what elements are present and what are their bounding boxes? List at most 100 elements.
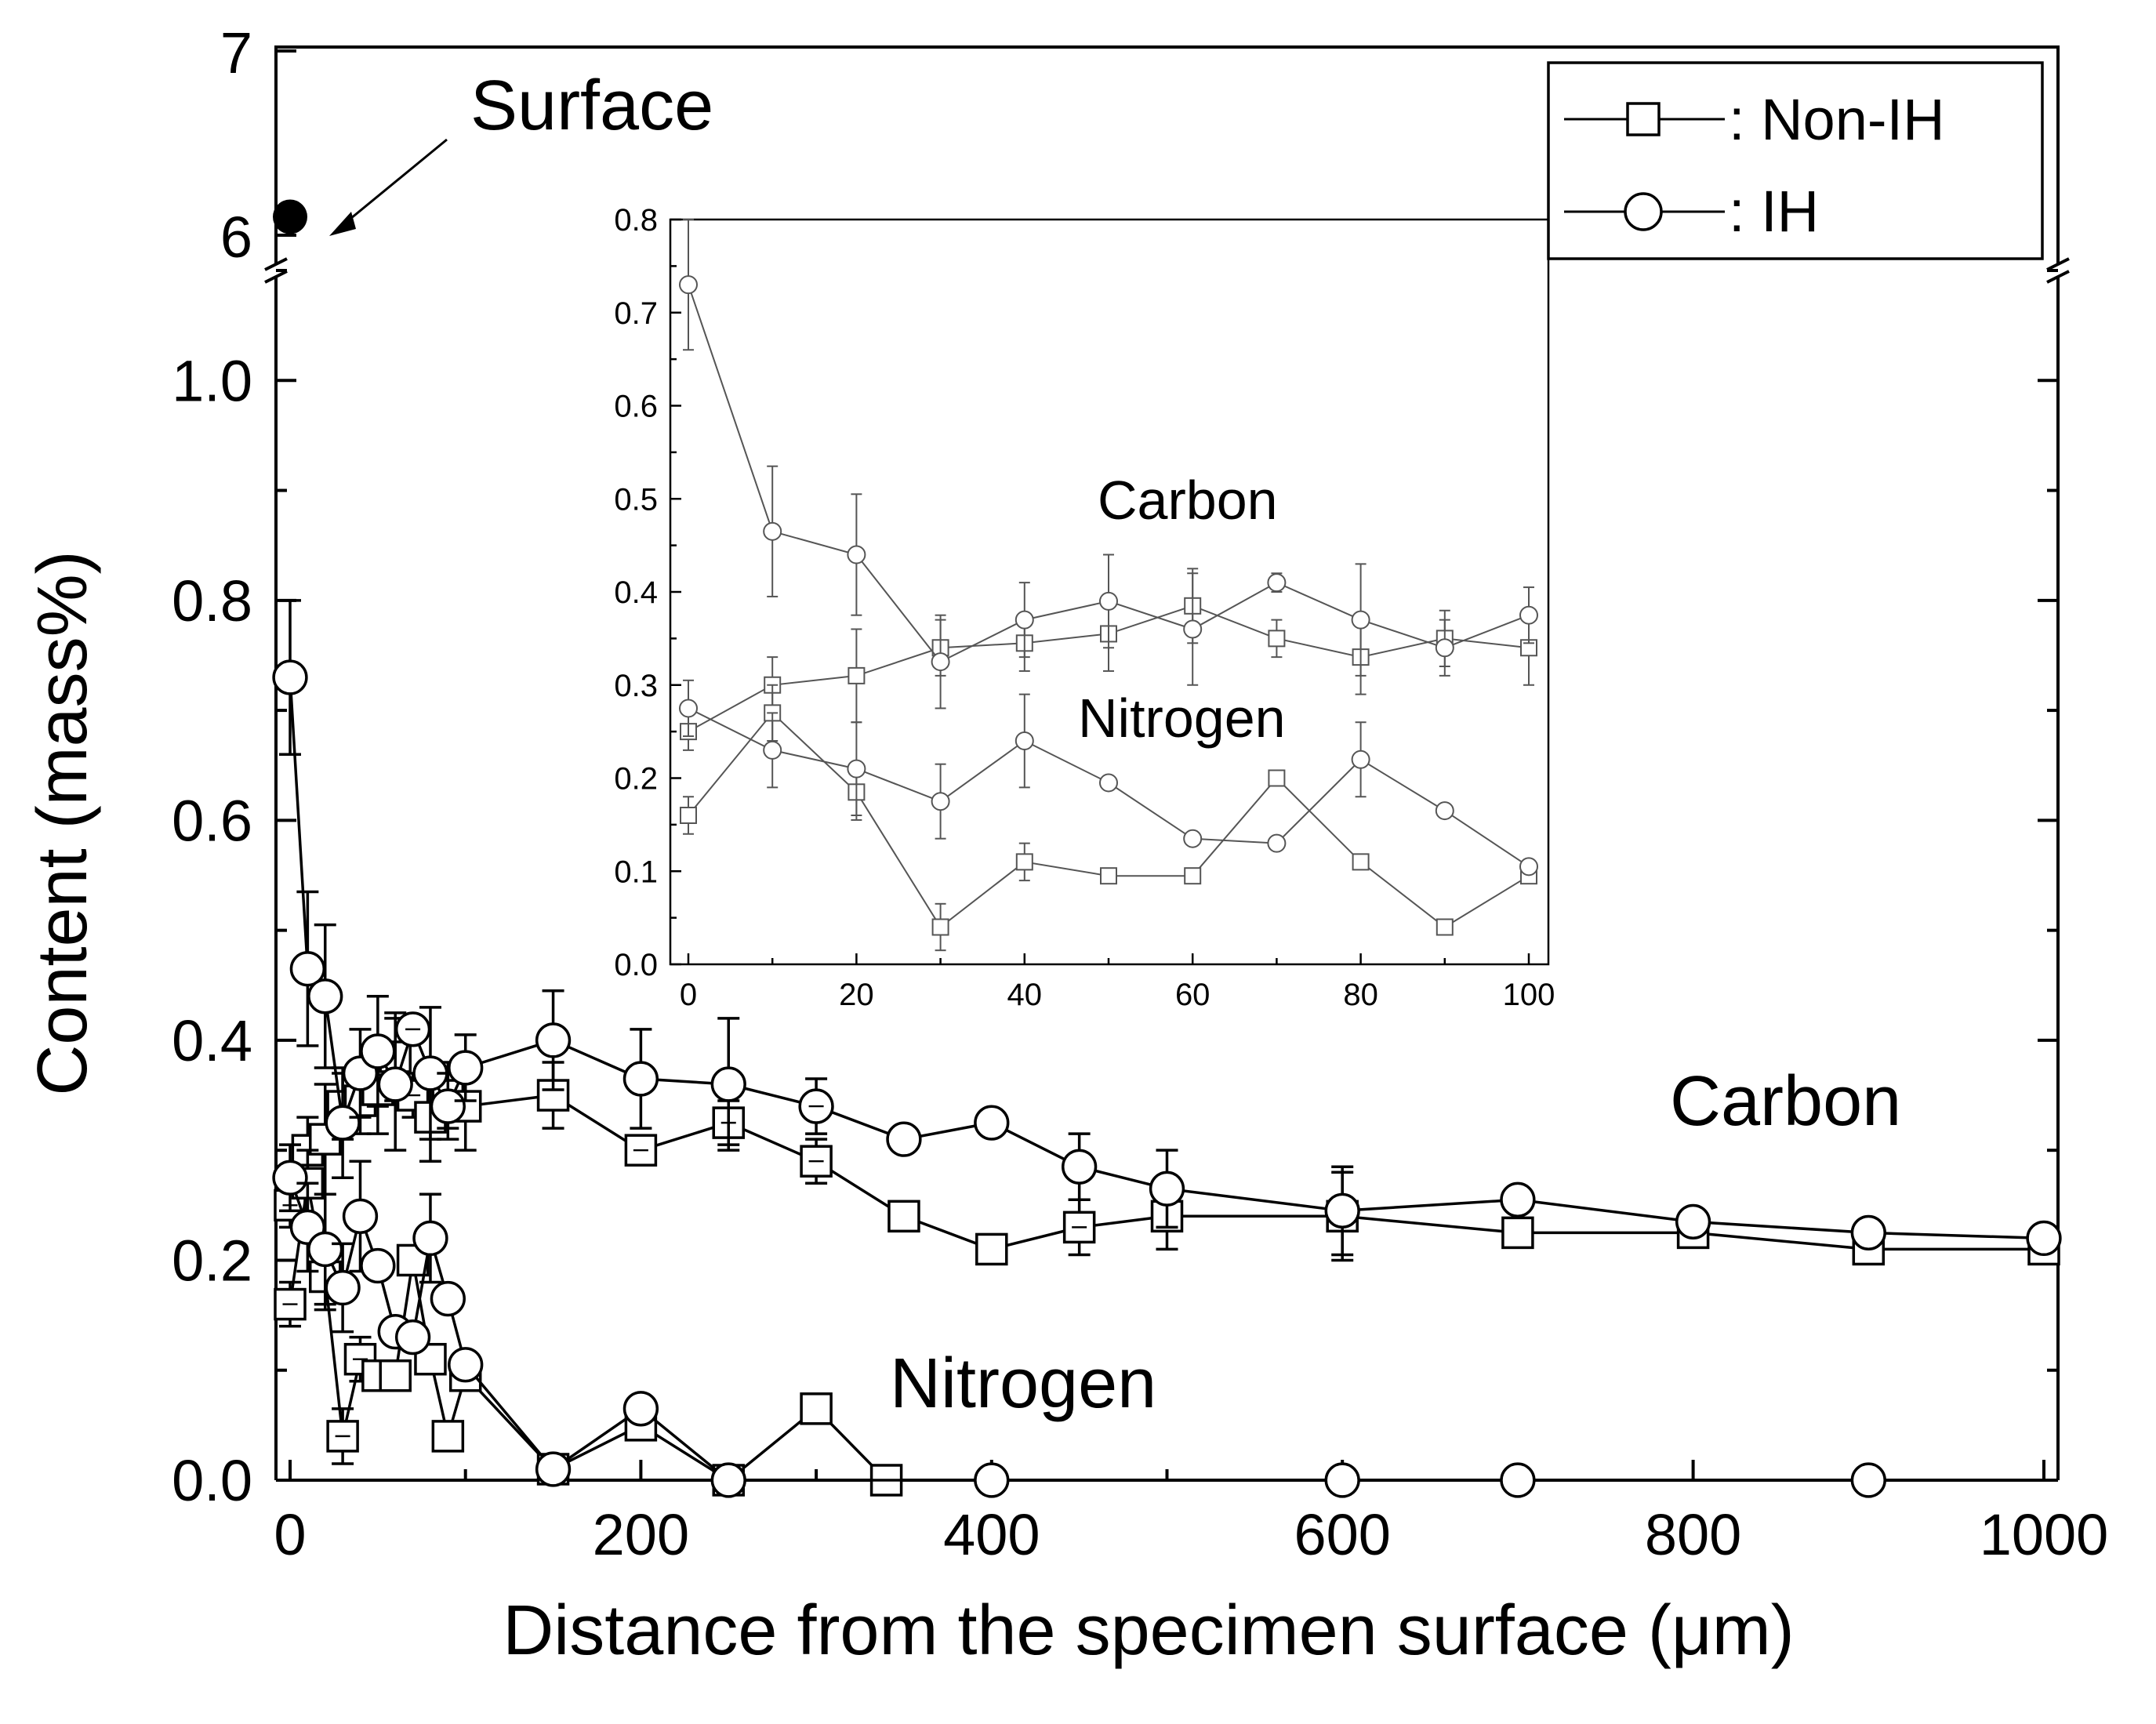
ih-carbon-marker-circle	[886, 1121, 922, 1157]
chart-marks: 0 200 400 600 800 1000 0.0 0.2 0.4 0.6 0.8 1.0 6 7 0 20…	[172, 20, 2108, 1567]
inset-marker-square	[1352, 853, 1370, 871]
ih-nitrogen-marker-circle	[535, 1451, 572, 1487]
x-tick-label: 0	[274, 1502, 306, 1567]
y-axis-label: Content (mass%)	[24, 550, 102, 1095]
y-tick-upper-label: 7	[220, 20, 252, 85]
inset-marker-square	[1268, 769, 1286, 787]
ih-carbon-marker-circle	[325, 1105, 361, 1141]
surface-point	[273, 199, 307, 234]
inset-y-tick-label: 0.8	[614, 203, 658, 238]
y-tick-label: 0.6	[172, 788, 252, 853]
plot-frame	[274, 45, 2060, 1480]
inset-y-tick-label: 0.4	[614, 575, 658, 610]
ih-nitrogen-marker-circle	[1500, 1462, 1536, 1498]
y-tick-label: 1.0	[172, 348, 252, 413]
inset-marker-circle	[1183, 619, 1203, 639]
y-tick-label: 0.0	[172, 1448, 252, 1513]
inset-x-tick-label: 100	[1503, 978, 1555, 1012]
inset-marker-circle	[679, 275, 698, 295]
inset-x-tick-label: 40	[1007, 978, 1043, 1012]
inset-carbon-label: Carbon	[1098, 470, 1278, 531]
ih-nitrogen-marker-circle	[710, 1462, 746, 1498]
ih-nitrogen-marker-circle	[394, 1319, 431, 1356]
y-axis-break-right	[2046, 257, 2070, 284]
carbon-label: Carbon	[1670, 1062, 1901, 1141]
ih-carbon-marker-circle	[2026, 1220, 2062, 1257]
ih-nitrogen-marker-circle	[622, 1391, 659, 1427]
legend-marker-square	[1626, 102, 1661, 136]
ih-carbon-marker-circle	[622, 1061, 659, 1097]
inset-marker-square	[1268, 630, 1286, 648]
inset-x-tick-label: 0	[680, 978, 697, 1012]
inset-marker-square	[1436, 918, 1454, 936]
non-ih-nitrogen-marker-square	[379, 1359, 412, 1392]
x-tick-label: 200	[593, 1502, 689, 1567]
ih-nitrogen-marker-circle	[974, 1462, 1010, 1498]
inset-marker-circle	[1351, 610, 1370, 630]
inset-y-tick-label: 0.0	[614, 948, 658, 982]
inset-marker-square	[1100, 867, 1117, 885]
inset-marker-circle	[1014, 610, 1034, 630]
ih-carbon-marker-circle	[307, 978, 343, 1014]
ih-carbon-marker-circle	[1675, 1203, 1711, 1240]
inset-marker-circle	[679, 699, 698, 718]
non-ih-carbon-marker-square	[800, 1145, 833, 1178]
surface-arrow-head	[329, 212, 356, 236]
x-tick-label: 800	[1645, 1502, 1741, 1567]
inset-marker-circle	[847, 545, 866, 564]
inset-chart: 0 20 40 60 80 100 0.0 0.1 0.2 0.3 0.4 0.5 0.6 0.7 0.8	[614, 203, 1555, 1012]
non-ih-carbon-marker-square	[975, 1232, 1008, 1266]
ih-nitrogen-marker-circle	[342, 1198, 379, 1234]
inset-y-tick-label: 0.3	[614, 669, 658, 703]
x-tick-label: 400	[943, 1502, 1040, 1567]
ih-carbon-marker-circle	[710, 1066, 746, 1102]
inset-marker-circle	[763, 521, 782, 541]
ih-nitrogen-marker-circle	[1850, 1462, 1886, 1498]
ih-carbon-marker-circle	[974, 1105, 1010, 1141]
ih-nitrogen-marker-circle	[412, 1220, 448, 1257]
inset-marker-circle	[931, 652, 950, 672]
y-tick-label: 0.8	[172, 568, 252, 633]
ih-carbon-marker-circle	[430, 1088, 466, 1124]
y-tick-upper-label: 6	[220, 205, 252, 270]
inset-x-tick-label: 60	[1175, 978, 1210, 1012]
inset-marker-square	[931, 918, 949, 936]
inset-marker-square	[848, 666, 866, 684]
ih-carbon-marker-circle	[1500, 1181, 1536, 1218]
ih-nitrogen-marker-circle	[272, 1160, 308, 1196]
ih-carbon-marker-circle	[535, 1022, 572, 1058]
legend	[1547, 61, 2044, 260]
inset-marker-square	[1015, 853, 1033, 871]
ih-nitrogen-marker-circle	[360, 1247, 396, 1284]
inset-series-non-ih-nitrogen	[680, 684, 1537, 952]
inset-marker-circle	[1183, 829, 1203, 848]
inset-marker-circle	[1267, 573, 1287, 593]
ih-carbon-marker-circle	[1062, 1149, 1098, 1185]
y-axis-break-left	[264, 257, 288, 284]
inset-marker-square	[1184, 867, 1202, 885]
x-axis-label: Distance from the specimen surface (μm)	[503, 1592, 1794, 1670]
legend-marker-circle	[1624, 192, 1663, 231]
inset-y-tick-label: 0.1	[614, 855, 658, 889]
inset-nitrogen-label: Nitrogen	[1078, 688, 1286, 749]
non-ih-nitrogen-marker-square	[800, 1392, 833, 1425]
ih-carbon-marker-circle	[448, 1050, 484, 1086]
ih-nitrogen-marker-circle	[1324, 1462, 1360, 1498]
ih-carbon-marker-circle	[1850, 1214, 1886, 1251]
x-tick-label: 600	[1294, 1502, 1390, 1567]
non-ih-carbon-marker-square	[887, 1200, 920, 1233]
y-tick-label: 0.2	[172, 1228, 252, 1293]
inset-marker-circle	[1099, 591, 1118, 611]
surface-arrow-line	[341, 138, 448, 227]
x-tick-label: 1000	[1980, 1502, 2109, 1567]
ih-nitrogen-marker-circle	[448, 1347, 484, 1383]
ih-nitrogen-marker-circle	[307, 1231, 343, 1268]
ih-carbon-marker-circle	[360, 1033, 396, 1069]
legend-label-ih: : IH	[1729, 179, 1819, 244]
inset-y-tick-label: 0.5	[614, 482, 658, 517]
ih-nitrogen-marker-circle	[325, 1269, 361, 1306]
inset-marker-circle	[1519, 857, 1538, 877]
ih-carbon-marker-circle	[272, 659, 308, 695]
surface-label: Surface	[470, 67, 713, 145]
